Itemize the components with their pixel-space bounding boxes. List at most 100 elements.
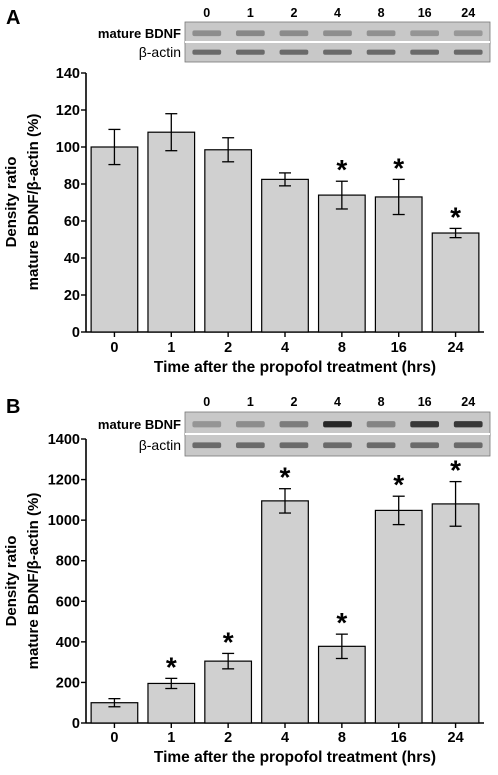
y-tick-label: 600 <box>56 594 80 610</box>
y-tick-label: 140 <box>56 66 80 82</box>
bar <box>205 150 252 332</box>
x-tick-label: 0 <box>110 340 118 356</box>
x-tick-label: 1 <box>167 730 175 746</box>
y-tick-label: 800 <box>56 554 80 570</box>
blot-band <box>236 50 265 55</box>
y-tick-label: 40 <box>64 251 80 267</box>
bar <box>262 179 309 332</box>
blot-lane-label: 24 <box>461 395 475 409</box>
blot-lane-label: 2 <box>290 395 297 409</box>
blot-band <box>410 50 439 55</box>
significance-marker: * <box>166 651 177 682</box>
bar <box>375 197 422 332</box>
bar <box>432 504 479 723</box>
bar <box>375 510 422 723</box>
y-tick-label: 1200 <box>48 473 80 489</box>
bar <box>432 233 479 332</box>
x-tick-label: 2 <box>224 730 232 746</box>
blot-band <box>192 50 221 55</box>
blot-lane-label: 0 <box>203 395 210 409</box>
x-tick-label: 4 <box>281 340 289 356</box>
x-tick-label: 8 <box>338 340 346 356</box>
blot-lane-label: 8 <box>378 395 385 409</box>
blot-row-label-actin: β-actin <box>139 44 181 60</box>
y-tick-label: 80 <box>64 177 80 193</box>
panel-label: A <box>6 7 20 29</box>
y-tick-label: 20 <box>64 288 80 304</box>
y-tick-label: 0 <box>72 716 80 732</box>
x-tick-label: 16 <box>391 340 407 356</box>
x-tick-label: 24 <box>448 340 464 356</box>
bar <box>91 147 138 332</box>
significance-marker: * <box>336 607 347 638</box>
blot-band <box>410 421 439 427</box>
blot-band <box>454 421 483 427</box>
blot-lane-label: 24 <box>461 6 475 20</box>
y-axis-label-line1: Density ratio <box>3 536 20 627</box>
blot-lane-label: 1 <box>247 6 254 20</box>
y-tick-label: 400 <box>56 635 80 651</box>
panel-label: B <box>6 396 20 418</box>
x-tick-label: 16 <box>391 730 407 746</box>
blot-band <box>236 30 265 36</box>
blot-band <box>236 442 265 448</box>
x-tick-label: 4 <box>281 730 289 746</box>
significance-marker: * <box>223 626 234 657</box>
blot-row-label-actin: β-actin <box>139 437 181 453</box>
blot-band <box>192 30 221 36</box>
x-tick-label: 8 <box>338 730 346 746</box>
blot-band <box>323 421 352 427</box>
y-tick-label: 200 <box>56 675 80 691</box>
blot-lane-label: 8 <box>378 6 385 20</box>
significance-marker: * <box>280 462 291 493</box>
blot-band <box>280 50 309 55</box>
blot-lane-label: 16 <box>418 6 432 20</box>
bar <box>148 683 195 723</box>
y-tick-label: 0 <box>72 325 80 341</box>
blot-lane-label: 2 <box>290 6 297 20</box>
blot-row-label-bdnf: mature BDNF <box>98 26 181 41</box>
blot-band <box>367 50 396 55</box>
blot-band <box>410 442 439 448</box>
y-axis-label-line1: Density ratio <box>3 157 20 248</box>
blot-band <box>323 30 352 36</box>
y-axis-label-line2: mature BDNF/β-actin (%) <box>25 114 42 291</box>
significance-marker: * <box>336 154 347 185</box>
significance-marker: * <box>450 201 461 232</box>
blot-band <box>454 442 483 448</box>
significance-marker: * <box>450 455 461 486</box>
bar <box>262 501 309 723</box>
blot-band <box>454 50 483 55</box>
blot-band <box>280 421 309 427</box>
blot-row-label-bdnf: mature BDNF <box>98 417 181 432</box>
x-axis-label: Time after the propofol treatment (hrs) <box>154 749 436 766</box>
y-tick-label: 60 <box>64 214 80 230</box>
blot-band <box>454 30 483 36</box>
blot-band <box>323 50 352 55</box>
blot-lane-label: 16 <box>418 395 432 409</box>
y-tick-label: 1400 <box>48 432 80 448</box>
blot-band <box>410 30 439 36</box>
blot-band <box>192 442 221 448</box>
x-tick-label: 2 <box>224 340 232 356</box>
blot-band <box>367 30 396 36</box>
blot-band <box>323 442 352 448</box>
blot-band <box>280 30 309 36</box>
blot-band <box>236 421 265 427</box>
bar <box>148 132 195 332</box>
blot-lane-label: 0 <box>203 6 210 20</box>
blot-lane-label: 4 <box>334 395 341 409</box>
blot-band <box>192 421 221 427</box>
x-axis-label: Time after the propofol treatment (hrs) <box>154 359 436 376</box>
y-tick-label: 100 <box>56 140 80 156</box>
significance-marker: * <box>393 469 404 500</box>
bar <box>205 661 252 723</box>
y-tick-label: 1000 <box>48 513 80 529</box>
blot-band <box>367 421 396 427</box>
significance-marker: * <box>393 152 404 183</box>
blot-lane-label: 4 <box>334 6 341 20</box>
y-axis-label-line2: mature BDNF/β-actin (%) <box>25 493 42 670</box>
